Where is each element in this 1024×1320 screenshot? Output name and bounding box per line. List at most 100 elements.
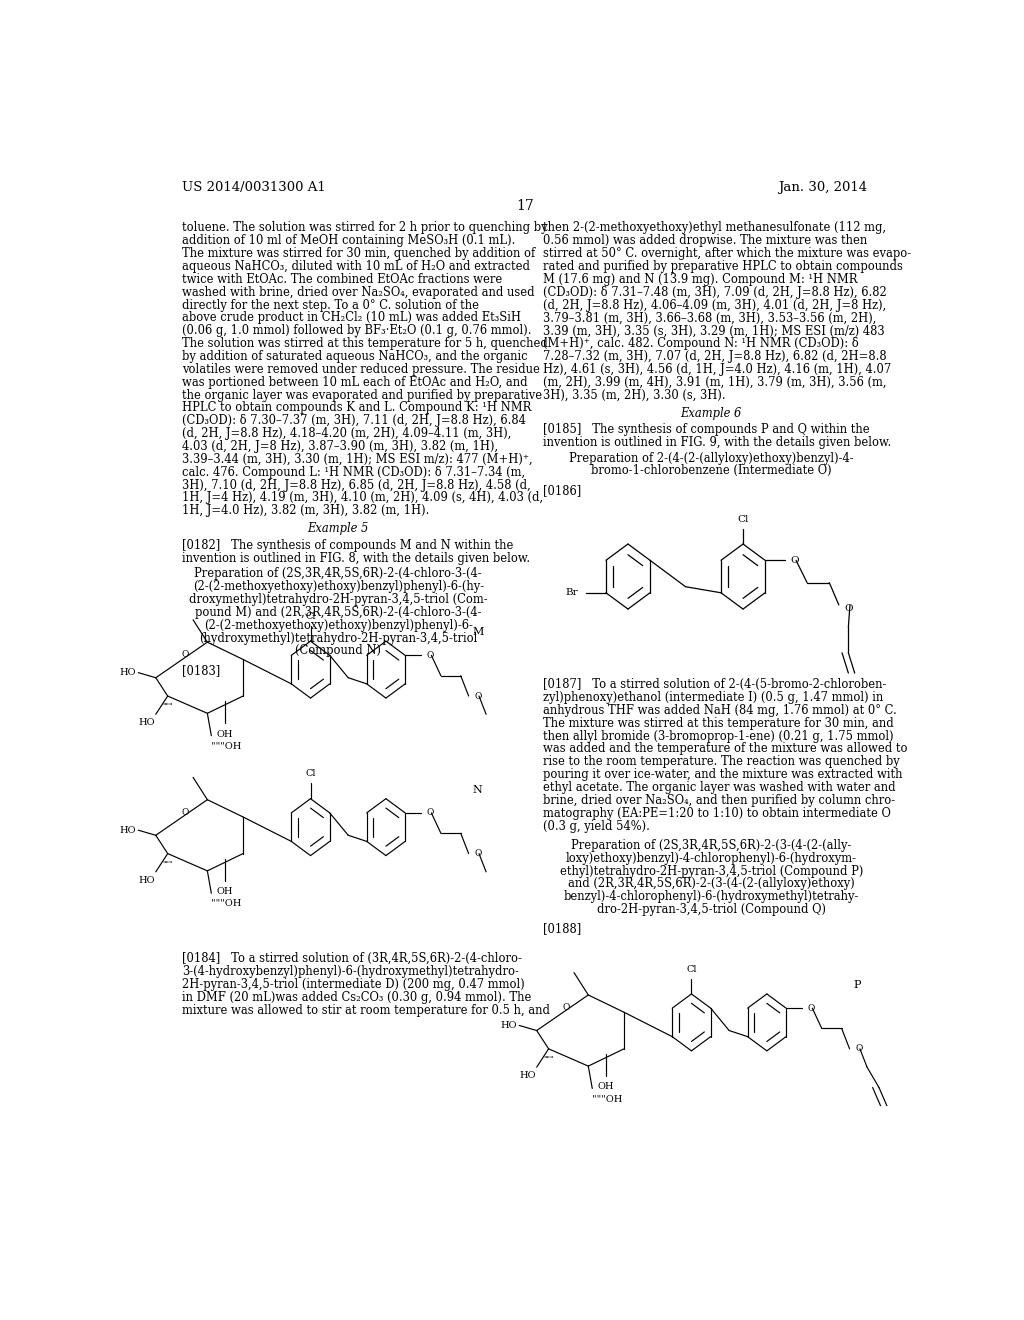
Text: 17: 17 xyxy=(516,199,534,213)
Text: aqueous NaHCO₃, diluted with 10 mL of H₂O and extracted: aqueous NaHCO₃, diluted with 10 mL of H₂… xyxy=(182,260,530,273)
Text: (m, 2H), 3.99 (m, 4H), 3.91 (m, 1H), 3.79 (m, 3H), 3.56 (m,: (m, 2H), 3.99 (m, 4H), 3.91 (m, 1H), 3.7… xyxy=(543,376,887,388)
Text: (Compound N): (Compound N) xyxy=(295,644,381,657)
Text: [0182]   The synthesis of compounds M and N within the: [0182] The synthesis of compounds M and … xyxy=(182,539,513,552)
Text: Preparation of 2-(4-(2-(allyloxy)ethoxy)benzyl)-4-: Preparation of 2-(4-(2-(allyloxy)ethoxy)… xyxy=(569,451,854,465)
Text: HO: HO xyxy=(138,718,155,727)
Text: US 2014/0031300 A1: US 2014/0031300 A1 xyxy=(182,181,326,194)
Text: 1H, J=4 Hz), 4.19 (m, 3H), 4.10 (m, 2H), 4.09 (s, 4H), 4.03 (d,: 1H, J=4 Hz), 4.19 (m, 3H), 4.10 (m, 2H),… xyxy=(182,491,543,504)
Text: 7.28–7.32 (m, 3H), 7.07 (d, 2H, J=8.8 Hz), 6.82 (d, 2H=8.8: 7.28–7.32 (m, 3H), 7.07 (d, 2H, J=8.8 Hz… xyxy=(543,350,887,363)
Text: N: N xyxy=(473,784,482,795)
Text: O: O xyxy=(563,1003,570,1012)
Text: ethyl acetate. The organic layer was washed with water and: ethyl acetate. The organic layer was was… xyxy=(543,781,896,795)
Text: toluene. The solution was stirred for 2 h prior to quenching by: toluene. The solution was stirred for 2 … xyxy=(182,222,548,235)
Text: """: """ xyxy=(163,702,173,710)
Text: then allyl bromide (3-bromoprop-1-ene) (0.21 g, 1.75 mmol): then allyl bromide (3-bromoprop-1-ene) (… xyxy=(543,730,894,743)
Text: HO: HO xyxy=(519,1072,536,1080)
Text: pound M) and (2R,3R,4R,5S,6R)-2-(4-chloro-3-(4-: pound M) and (2R,3R,4R,5S,6R)-2-(4-chlor… xyxy=(195,606,481,619)
Text: Cl: Cl xyxy=(686,965,696,974)
Text: in DMF (20 mL)was added Cs₂CO₃ (0.30 g, 0.94 mmol). The: in DMF (20 mL)was added Cs₂CO₃ (0.30 g, … xyxy=(182,991,531,1003)
Text: [0187]   To a stirred solution of 2-(4-(5-bromo-2-chloroben-: [0187] To a stirred solution of 2-(4-(5-… xyxy=(543,678,887,692)
Text: HO: HO xyxy=(120,668,136,677)
Text: HPLC to obtain compounds K and L. Compound K: ¹H NMR: HPLC to obtain compounds K and L. Compou… xyxy=(182,401,531,414)
Text: (0.06 g, 1.0 mmol) followed by BF₃·Et₂O (0.1 g, 0.76 mmol).: (0.06 g, 1.0 mmol) followed by BF₃·Et₂O … xyxy=(182,325,531,338)
Text: (M+H)⁺, calc. 482. Compound N: ¹H NMR (CD₃OD): δ: (M+H)⁺, calc. 482. Compound N: ¹H NMR (C… xyxy=(543,337,859,350)
Text: brine, dried over Na₂SO₄, and then purified by column chro-: brine, dried over Na₂SO₄, and then purif… xyxy=(543,793,895,807)
Text: Example 5: Example 5 xyxy=(307,523,369,536)
Text: O: O xyxy=(808,1003,815,1012)
Text: loxy)ethoxy)benzyl)-4-chlorophenyl)-6-(hydroxym-: loxy)ethoxy)benzyl)-4-chlorophenyl)-6-(h… xyxy=(566,851,857,865)
Text: 4.03 (d, 2H, J=8 Hz), 3.87–3.90 (m, 3H), 3.82 (m, 1H),: 4.03 (d, 2H, J=8 Hz), 3.87–3.90 (m, 3H),… xyxy=(182,440,498,453)
Text: OH: OH xyxy=(598,1082,614,1092)
Text: """: """ xyxy=(163,859,173,867)
Text: anhydrous THF was added NaH (84 mg, 1.76 mmol) at 0° C.: anhydrous THF was added NaH (84 mg, 1.76… xyxy=(543,704,897,717)
Text: droxymethyl)tetrahydro-2H-pyran-3,4,5-triol (Com-: droxymethyl)tetrahydro-2H-pyran-3,4,5-tr… xyxy=(189,593,487,606)
Text: (2-(2-methoxyethoxy)ethoxy)benzyl)phenyl)-6-(hy-: (2-(2-methoxyethoxy)ethoxy)benzyl)phenyl… xyxy=(193,579,484,593)
Text: (hydroxymethyl)tetrahydro-2H-pyran-3,4,5-triol: (hydroxymethyl)tetrahydro-2H-pyran-3,4,5… xyxy=(199,631,477,644)
Text: O: O xyxy=(427,808,434,817)
Text: matography (EA:PE=1:20 to 1:10) to obtain intermediate O: matography (EA:PE=1:20 to 1:10) to obtai… xyxy=(543,807,891,820)
Text: Hz), 4.61 (s, 3H), 4.56 (d, 1H, J=4.0 Hz), 4.16 (m, 1H), 4.07: Hz), 4.61 (s, 3H), 4.56 (d, 1H, J=4.0 Hz… xyxy=(543,363,891,376)
Text: was added and the temperature of the mixture was allowed to: was added and the temperature of the mix… xyxy=(543,742,907,755)
Text: Preparation of (2S,3R,4R,5S,6R)-2-(3-(4-(2-(ally-: Preparation of (2S,3R,4R,5S,6R)-2-(3-(4-… xyxy=(571,840,852,851)
Text: 0.56 mmol) was added dropwise. The mixture was then: 0.56 mmol) was added dropwise. The mixtu… xyxy=(543,234,867,247)
Text: invention is outlined in FIG. 9, with the details given below.: invention is outlined in FIG. 9, with th… xyxy=(543,436,891,449)
Text: directly for the next step. To a 0° C. solution of the: directly for the next step. To a 0° C. s… xyxy=(182,298,479,312)
Text: dro-2H-pyran-3,4,5-triol (Compound Q): dro-2H-pyran-3,4,5-triol (Compound Q) xyxy=(597,903,825,916)
Text: the organic layer was evaporated and purified by preparative: the organic layer was evaporated and pur… xyxy=(182,388,542,401)
Text: calc. 476. Compound L: ¹H NMR (CD₃OD): δ 7.31–7.34 (m,: calc. 476. Compound L: ¹H NMR (CD₃OD): δ… xyxy=(182,466,525,479)
Text: O: O xyxy=(791,556,799,565)
Text: Cl: Cl xyxy=(305,770,315,779)
Text: mixture was allowed to stir at room temperature for 0.5 h, and: mixture was allowed to stir at room temp… xyxy=(182,1003,550,1016)
Text: 3-(4-hydroxybenzyl)phenyl)-6-(hydroxymethyl)tetrahydro-: 3-(4-hydroxybenzyl)phenyl)-6-(hydroxymet… xyxy=(182,965,519,978)
Text: """: """ xyxy=(544,1055,554,1063)
Text: 3H), 7.10 (d, 2H, J=8.8 Hz), 6.85 (d, 2H, J=8.8 Hz), 4.58 (d,: 3H), 7.10 (d, 2H, J=8.8 Hz), 6.85 (d, 2H… xyxy=(182,479,530,491)
Text: pouring it over ice-water, and the mixture was extracted with: pouring it over ice-water, and the mixtu… xyxy=(543,768,902,781)
Text: [0184]   To a stirred solution of (3R,4R,5S,6R)-2-(4-chloro-: [0184] To a stirred solution of (3R,4R,5… xyxy=(182,952,522,965)
Text: OH: OH xyxy=(217,730,233,739)
Text: Jan. 30, 2014: Jan. 30, 2014 xyxy=(778,181,867,194)
Text: O: O xyxy=(845,603,853,612)
Text: and (2R,3R,4R,5S,6R)-2-(3-(4-(2-(allyloxy)ethoxy): and (2R,3R,4R,5S,6R)-2-(3-(4-(2-(allylox… xyxy=(568,878,855,891)
Text: bromo-1-chlorobenzene (Intermediate O): bromo-1-chlorobenzene (Intermediate O) xyxy=(591,465,831,478)
Text: OH: OH xyxy=(217,887,233,896)
Text: stirred at 50° C. overnight, after which the mixture was evapo-: stirred at 50° C. overnight, after which… xyxy=(543,247,911,260)
Text: (d, 2H, J=8.8 Hz), 4.18–4.20 (m, 2H), 4.09–4.11 (m, 3H),: (d, 2H, J=8.8 Hz), 4.18–4.20 (m, 2H), 4.… xyxy=(182,428,511,440)
Text: 1H, J=4.0 Hz), 3.82 (m, 3H), 3.82 (m, 1H).: 1H, J=4.0 Hz), 3.82 (m, 3H), 3.82 (m, 1H… xyxy=(182,504,429,517)
Text: Cl: Cl xyxy=(305,611,315,620)
Text: benzyl)-4-chlorophenyl)-6-(hydroxymethyl)tetrahy-: benzyl)-4-chlorophenyl)-6-(hydroxymethyl… xyxy=(563,890,859,903)
Text: 3.39 (m, 3H), 3.35 (s, 3H), 3.29 (m, 1H); MS ESI (m/z) 483: 3.39 (m, 3H), 3.35 (s, 3H), 3.29 (m, 1H)… xyxy=(543,325,885,338)
Text: M: M xyxy=(473,627,484,638)
Text: [0185]   The synthesis of compounds P and Q within the: [0185] The synthesis of compounds P and … xyxy=(543,424,869,437)
Text: O: O xyxy=(474,849,481,858)
Text: (0.3 g, yield 54%).: (0.3 g, yield 54%). xyxy=(543,820,650,833)
Text: rated and purified by preparative HPLC to obtain compounds: rated and purified by preparative HPLC t… xyxy=(543,260,903,273)
Text: rise to the room temperature. The reaction was quenched by: rise to the room temperature. The reacti… xyxy=(543,755,900,768)
Text: volatiles were removed under reduced pressure. The residue: volatiles were removed under reduced pre… xyxy=(182,363,540,376)
Text: 3.79–3.81 (m, 3H), 3.66–3.68 (m, 3H), 3.53–3.56 (m, 2H),: 3.79–3.81 (m, 3H), 3.66–3.68 (m, 3H), 3.… xyxy=(543,312,877,325)
Text: Example 6: Example 6 xyxy=(681,407,742,420)
Text: above crude product in CH₂Cl₂ (10 mL) was added Et₃SiH: above crude product in CH₂Cl₂ (10 mL) wa… xyxy=(182,312,521,325)
Text: Br: Br xyxy=(565,589,579,597)
Text: 3H), 3.35 (m, 2H), 3.30 (s, 3H).: 3H), 3.35 (m, 2H), 3.30 (s, 3H). xyxy=(543,388,726,401)
Text: """OH: """OH xyxy=(592,1094,623,1104)
Text: HO: HO xyxy=(501,1020,517,1030)
Text: [0183]: [0183] xyxy=(182,664,220,677)
Text: (CD₃OD): δ 7.31–7.48 (m, 3H), 7.09 (d, 2H, J=8.8 Hz), 6.82: (CD₃OD): δ 7.31–7.48 (m, 3H), 7.09 (d, 2… xyxy=(543,285,887,298)
Text: zyl)phenoxy)ethanol (intermediate I) (0.5 g, 1.47 mmol) in: zyl)phenoxy)ethanol (intermediate I) (0.… xyxy=(543,692,884,704)
Text: then 2-(2-methoxyethoxy)ethyl methanesulfonate (112 mg,: then 2-(2-methoxyethoxy)ethyl methanesul… xyxy=(543,222,886,235)
Text: HO: HO xyxy=(138,876,155,884)
Text: (CD₃OD): δ 7.30–7.37 (m, 3H), 7.11 (d, 2H, J=8.8 Hz), 6.84: (CD₃OD): δ 7.30–7.37 (m, 3H), 7.11 (d, 2… xyxy=(182,414,526,428)
Text: by addition of saturated aqueous NaHCO₃, and the organic: by addition of saturated aqueous NaHCO₃,… xyxy=(182,350,527,363)
Text: 2H-pyran-3,4,5-triol (intermediate D) (200 mg, 0.47 mmol): 2H-pyran-3,4,5-triol (intermediate D) (2… xyxy=(182,978,524,991)
Text: M (17.6 mg) and N (13.9 mg). Compound M: ¹H NMR: M (17.6 mg) and N (13.9 mg). Compound M:… xyxy=(543,273,857,286)
Text: O: O xyxy=(474,692,481,701)
Text: The mixture was stirred for 30 min, quenched by addition of: The mixture was stirred for 30 min, quen… xyxy=(182,247,536,260)
Text: 3.39–3.44 (m, 3H), 3.30 (m, 1H); MS ESI m/z): 477 (M+H)⁺,: 3.39–3.44 (m, 3H), 3.30 (m, 1H); MS ESI … xyxy=(182,453,532,466)
Text: Preparation of (2S,3R,4R,5S,6R)-2-(4-chloro-3-(4-: Preparation of (2S,3R,4R,5S,6R)-2-(4-chl… xyxy=(195,568,482,581)
Text: washed with brine, dried over Na₂SO₄, evaporated and used: washed with brine, dried over Na₂SO₄, ev… xyxy=(182,285,535,298)
Text: Cl: Cl xyxy=(737,515,749,524)
Text: (d, 2H, J=8.8 Hz), 4.06–4.09 (m, 3H), 4.01 (d, 2H, J=8 Hz),: (d, 2H, J=8.8 Hz), 4.06–4.09 (m, 3H), 4.… xyxy=(543,298,887,312)
Text: """OH: """OH xyxy=(211,742,242,751)
Text: O: O xyxy=(182,808,189,817)
Text: O: O xyxy=(182,651,189,660)
